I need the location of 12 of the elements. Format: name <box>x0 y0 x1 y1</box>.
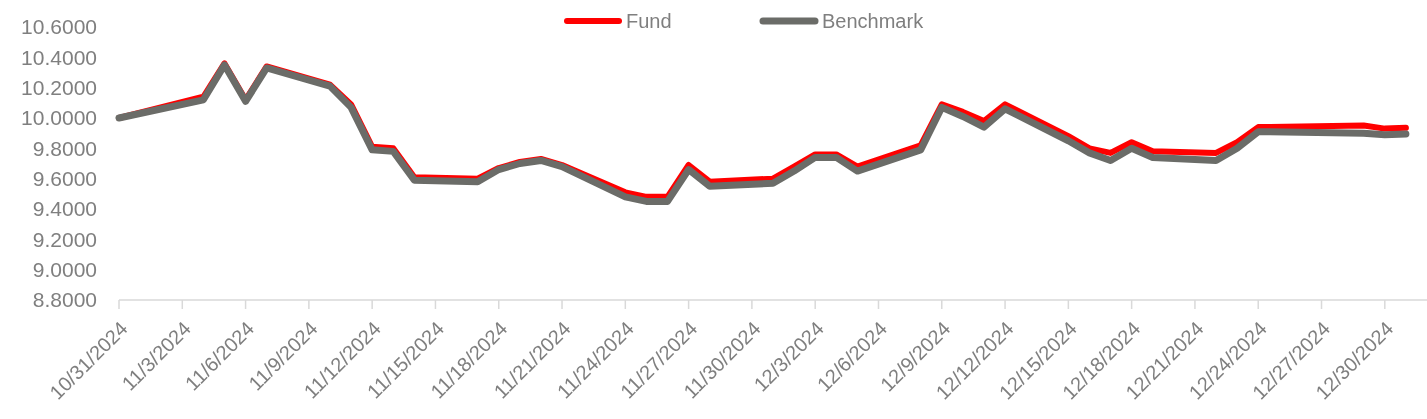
legend-label: Benchmark <box>822 10 925 32</box>
legend-label: Fund <box>626 10 672 32</box>
y-tick-label: 9.2000 <box>32 227 97 251</box>
y-tick-label: 10.2000 <box>21 76 97 100</box>
y-tick-label: 9.8000 <box>32 136 97 160</box>
y-tick-label: 8.8000 <box>32 288 97 312</box>
y-tick-label: 10.0000 <box>21 106 97 130</box>
y-tick-label: 10.4000 <box>21 45 97 69</box>
y-tick-label: 9.6000 <box>32 167 97 191</box>
y-tick-label: 10.6000 <box>21 15 97 39</box>
y-tick-label: 9.0000 <box>32 258 97 282</box>
y-tick-label: 9.4000 <box>32 197 97 221</box>
